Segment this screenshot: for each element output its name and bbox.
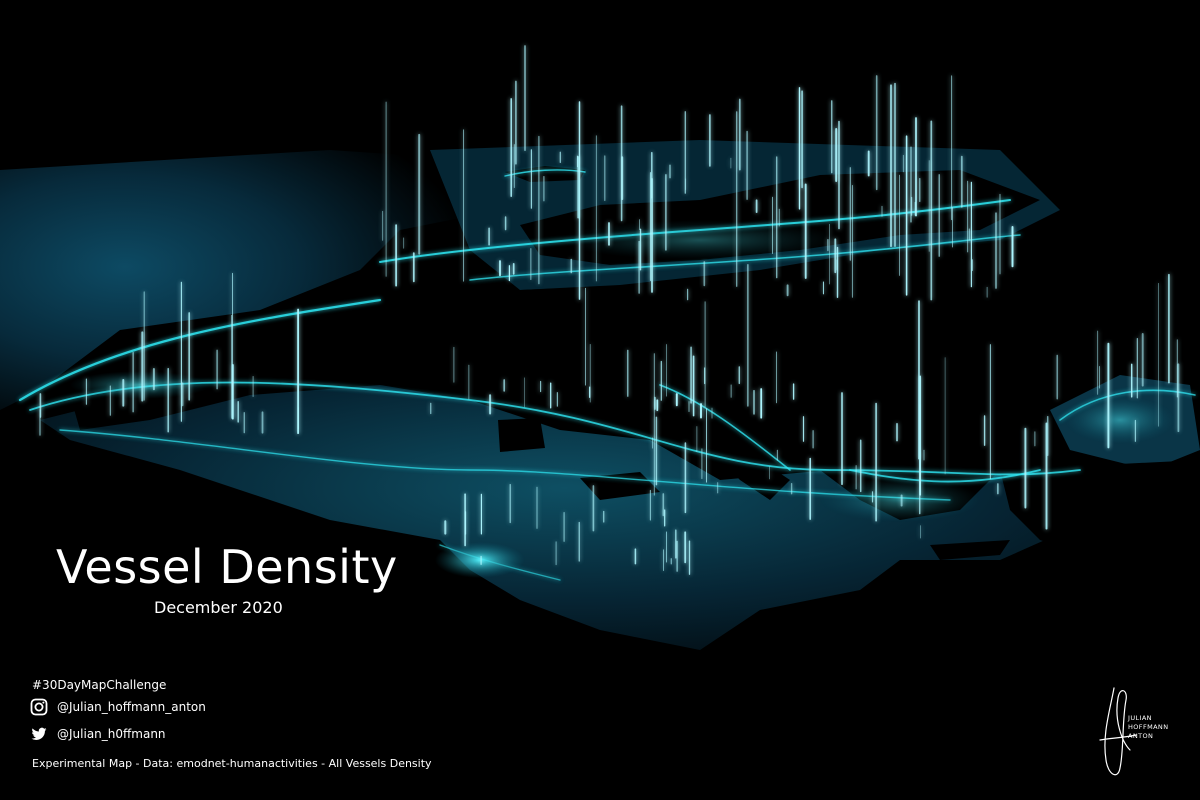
data-credit: Experimental Map - Data: emodnet-humanac…	[32, 757, 432, 770]
africa-land	[0, 450, 1200, 800]
coastal-glow	[820, 478, 980, 522]
instagram-handle: @Julian_hoffmann_anton	[57, 700, 206, 714]
twitter-handle: @Julian_h0ffmann	[57, 727, 166, 741]
signature-logo	[1099, 687, 1137, 776]
density-spikes	[39, 45, 1180, 575]
map-subtitle: December 2020	[154, 598, 283, 617]
signature-line: HOFFMANN	[1128, 723, 1169, 731]
signature-line: JULIAN	[1128, 714, 1152, 722]
italy-land	[660, 380, 790, 500]
coastal-glow	[560, 220, 840, 260]
signature-name: JULIAN HOFFMANN ANTON	[1128, 714, 1168, 741]
coastal-glow	[70, 371, 210, 399]
shipping-lane	[659, 384, 791, 471]
europe-land	[380, 230, 1200, 450]
twitter-link[interactable]: @Julian_h0ffmann	[30, 725, 166, 743]
atlantic-sea	[0, 150, 500, 410]
coastal-glow	[435, 542, 525, 578]
iberia-land	[70, 325, 380, 430]
instagram-link[interactable]: @Julian_hoffmann_anton	[30, 698, 206, 716]
twitter-icon	[31, 727, 47, 740]
hashtag-link[interactable]: #30DayMapChallenge	[32, 678, 167, 692]
signature-line: ANTON	[1128, 732, 1154, 740]
map-title: Vessel Density	[56, 540, 398, 594]
crete-land	[930, 540, 1010, 560]
shipping-lane	[59, 429, 951, 501]
anatolia-land	[1000, 460, 1200, 570]
sardinia-land	[498, 418, 545, 452]
shipping-lane	[469, 234, 1021, 281]
instagram-icon	[30, 698, 48, 716]
britain-land	[378, 248, 500, 295]
sicily-land	[580, 472, 660, 500]
coastal-glow	[1065, 396, 1175, 444]
mediterranean-sea	[40, 380, 1090, 650]
